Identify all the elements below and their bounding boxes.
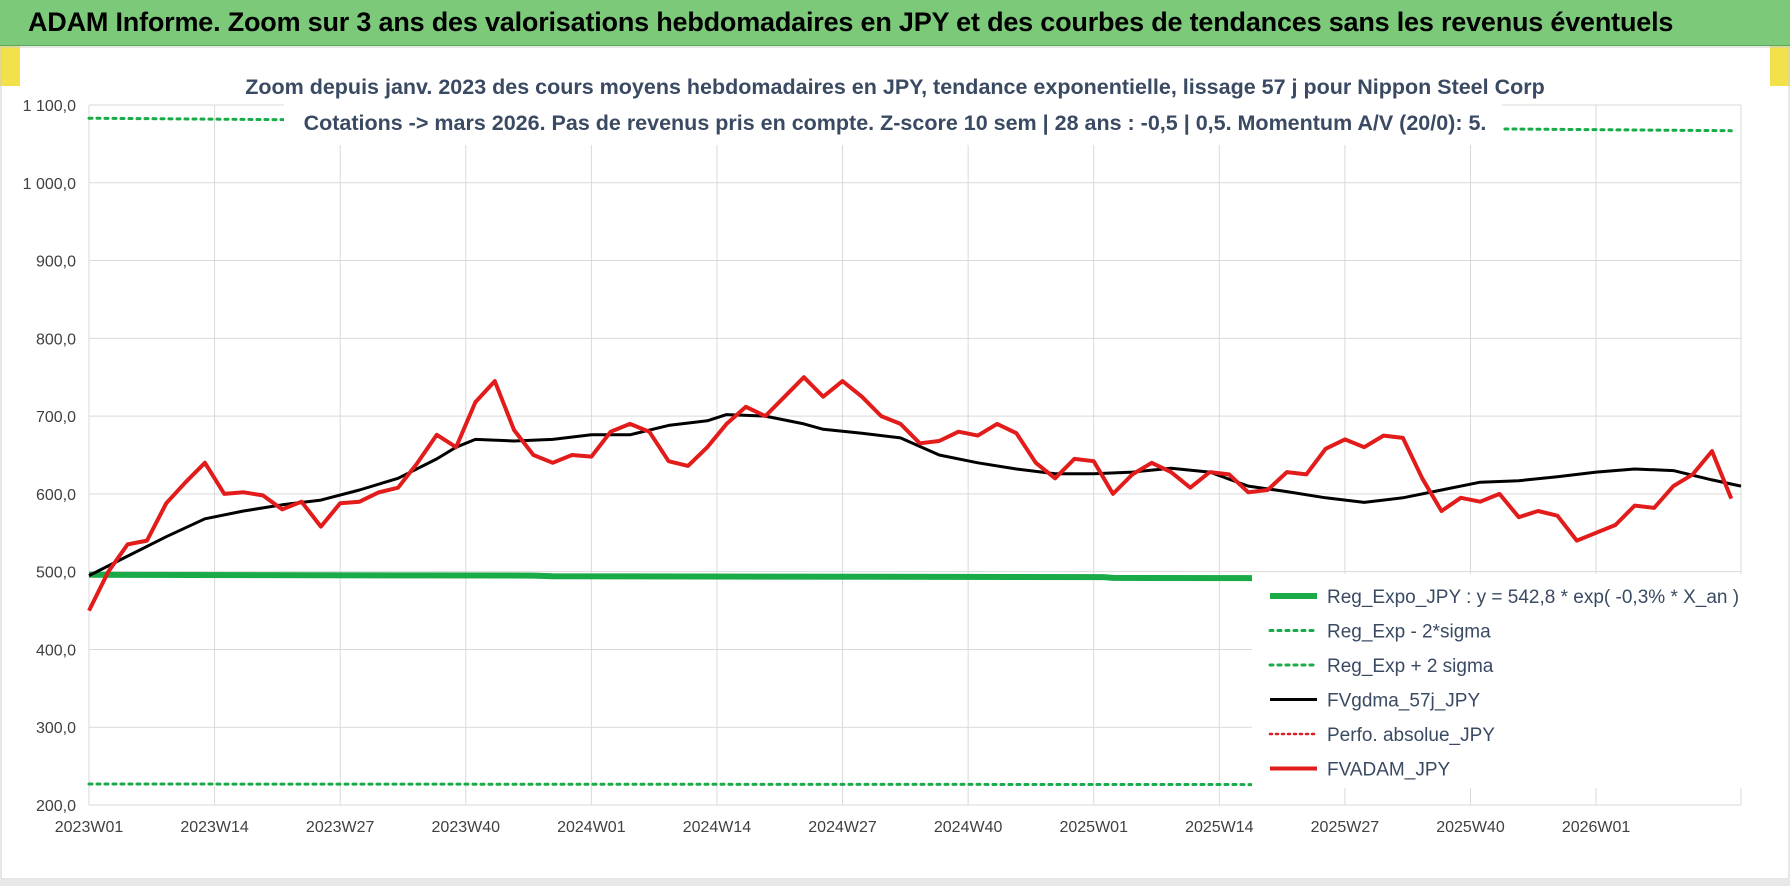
y-tick-label: 200,0 [36,798,76,815]
line-chart: 1 100,0 1 000,0 900,0 800,0 700,0 600,0 500,0 4… [0,46,1790,880]
chart-title-background [284,59,1502,145]
corner-marker-left [0,46,20,86]
series-line-5 [87,375,1734,612]
chart-frame [0,46,1790,880]
x-tick-label: 2023W40 [432,819,501,836]
series-line-3 [88,413,1742,577]
legend-label: Perfo. absolue_JPY [1327,725,1495,746]
x-tick-label: 2026W01 [1562,819,1631,836]
y-tick-label: 400,0 [36,642,76,659]
chart-subtitle: Cotations -> mars 2026. Pas de revenus p… [304,111,1487,135]
x-tick-label: 2023W27 [306,819,375,836]
y-tick-label: 500,0 [36,565,76,582]
report-title: ADAM Informe. Zoom sur 3 ans des valoris… [28,7,1674,37]
x-tick-label: 2025W01 [1059,819,1128,836]
x-tick-label: 2025W40 [1436,819,1505,836]
x-tick-label: 2024W40 [934,819,1003,836]
legend-label: Reg_Expo_JPY : y = 542,8 * exp( -0,3% * … [1327,587,1739,608]
x-tick-label: 2025W27 [1311,819,1380,836]
x-tick-label: 2024W01 [557,819,626,836]
y-tick-label: 1 000,0 [23,176,76,193]
chart-title: Zoom depuis janv. 2023 des cours moyens … [245,75,1545,99]
legend-box [1252,574,1742,788]
legend-label: FVADAM_JPY [1327,760,1451,781]
report-header: ADAM Informe. Zoom sur 3 ans des valoris… [0,0,1790,46]
y-tick-label: 300,0 [36,720,76,737]
corner-marker-right [1770,46,1790,86]
x-tick-label: 2025W14 [1185,819,1254,836]
y-tick-label: 1 100,0 [23,98,76,115]
y-tick-label: 900,0 [36,254,76,271]
x-tick-label: 2024W27 [808,819,877,836]
y-tick-label: 600,0 [36,487,76,504]
legend-label: FVgdma_57j_JPY [1327,691,1480,712]
legend-label: Reg_Exp - 2*sigma [1327,622,1491,643]
x-tick-label: 2023W01 [55,819,124,836]
bottom-strip [0,880,1790,886]
x-tick-label: 2024W14 [683,819,752,836]
legend-label: Reg_Exp + 2 sigma [1327,656,1494,677]
y-tick-label: 700,0 [36,409,76,426]
y-tick-label: 800,0 [36,331,76,348]
x-tick-label: 2023W14 [180,819,249,836]
